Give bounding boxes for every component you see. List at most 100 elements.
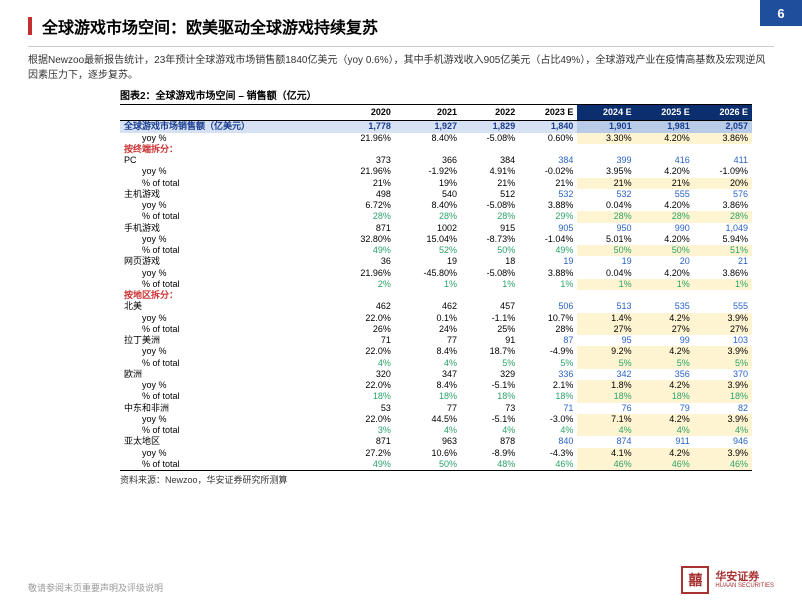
col-year: 2020 xyxy=(333,105,394,121)
table-row: 主机游戏498540512532532555576 xyxy=(120,189,752,200)
cell: 18% xyxy=(694,391,752,402)
cell: 4.20% xyxy=(636,166,694,177)
cell: 950 xyxy=(577,223,635,234)
cell: 535 xyxy=(636,301,694,312)
cell: 19 xyxy=(577,256,635,267)
table-row: % of total2%1%1%1%1%1%1% xyxy=(120,279,752,290)
cell: 4.2% xyxy=(636,380,694,391)
cell: 28% xyxy=(333,211,394,222)
cell: 51% xyxy=(694,245,752,256)
logo-text-cn: 华安证券 xyxy=(715,572,774,583)
cell: 4.2% xyxy=(636,448,694,459)
cell: 5% xyxy=(577,358,635,369)
cell: 71 xyxy=(333,335,394,346)
cell xyxy=(395,290,461,301)
cell: 49% xyxy=(519,245,577,256)
cell: 4% xyxy=(461,425,519,436)
chart-label: 图表2：全球游戏市场空间 – 销售额（亿元） xyxy=(0,87,802,102)
cell: 0.04% xyxy=(577,268,635,279)
cell: -4.3% xyxy=(519,448,577,459)
cell: 49% xyxy=(333,245,394,256)
logo-text-en: HUAAN SECURITIES xyxy=(715,583,774,589)
cell: -4.9% xyxy=(519,346,577,357)
cell: 8.40% xyxy=(395,200,461,211)
table-row: yoy %6.72%8.40%-5.08%3.88%0.04%4.20%3.86… xyxy=(120,200,752,211)
cell: 3.95% xyxy=(577,166,635,177)
col-year: 2024 E xyxy=(577,105,635,121)
cell: 18% xyxy=(395,391,461,402)
cell: 6.72% xyxy=(333,200,394,211)
cell: 99 xyxy=(636,335,694,346)
cell xyxy=(577,290,635,301)
cell: 2.1% xyxy=(519,380,577,391)
cell: 4.20% xyxy=(636,133,694,144)
cell: 21% xyxy=(519,178,577,189)
cell: 4.1% xyxy=(577,448,635,459)
table-row: % of total26%24%25%28%27%27%27% xyxy=(120,324,752,335)
data-table: 2020202120222023 E2024 E2025 E2026 E 全球游… xyxy=(120,104,752,471)
cell: 21.96% xyxy=(333,133,394,144)
cell: 76 xyxy=(577,403,635,414)
cell: 4% xyxy=(333,358,394,369)
cell: 48% xyxy=(461,459,519,471)
table-row: yoy %22.0%8.4%-5.1%2.1%1.8%4.2%3.9% xyxy=(120,380,752,391)
cell: 79 xyxy=(636,403,694,414)
cell: 840 xyxy=(519,436,577,447)
cell: 411 xyxy=(694,155,752,166)
cell: 1,829 xyxy=(461,121,519,133)
cell: 8.4% xyxy=(395,380,461,391)
cell: -3.0% xyxy=(519,414,577,425)
cell: -8.73% xyxy=(461,234,519,245)
cell: 3.86% xyxy=(694,268,752,279)
cell: 28% xyxy=(395,211,461,222)
company-logo: 囍 华安证券 HUAAN SECURITIES xyxy=(681,566,774,594)
row-label: 手机游戏 xyxy=(120,223,333,234)
table-row: yoy %21.96%-1.92%4.91%-0.02%3.95%4.20%-1… xyxy=(120,166,752,177)
table-row: yoy %22.0%8.4%18.7%-4.9%9.2%4.2%3.9% xyxy=(120,346,752,357)
cell: 95 xyxy=(577,335,635,346)
cell: 1002 xyxy=(395,223,461,234)
row-label: yoy % xyxy=(120,414,333,425)
cell xyxy=(694,144,752,155)
cell: 911 xyxy=(636,436,694,447)
row-label: yoy % xyxy=(120,166,333,177)
cell: 18% xyxy=(577,391,635,402)
table-row: PC373366384384399416411 xyxy=(120,155,752,166)
cell: 532 xyxy=(519,189,577,200)
cell xyxy=(461,290,519,301)
cell: 506 xyxy=(519,301,577,312)
cell: 71 xyxy=(519,403,577,414)
cell: 513 xyxy=(577,301,635,312)
cell: 2,057 xyxy=(694,121,752,133)
cell: 3.86% xyxy=(694,133,752,144)
cell: 3.9% xyxy=(694,380,752,391)
row-label: % of total xyxy=(120,391,333,402)
cell: 5% xyxy=(519,358,577,369)
cell xyxy=(461,144,519,155)
cell: -1.92% xyxy=(395,166,461,177)
cell: 1.4% xyxy=(577,313,635,324)
footer-disclaimer: 敬请参阅末页重要声明及评级说明 xyxy=(28,581,163,594)
row-label: 拉丁美洲 xyxy=(120,335,333,346)
cell xyxy=(636,290,694,301)
cell: 1% xyxy=(577,279,635,290)
cell: 5.94% xyxy=(694,234,752,245)
cell: 462 xyxy=(333,301,394,312)
cell: -1.1% xyxy=(461,313,519,324)
cell: 7.1% xyxy=(577,414,635,425)
cell: 27% xyxy=(577,324,635,335)
cell: 1% xyxy=(519,279,577,290)
cell: 46% xyxy=(694,459,752,471)
cell: 3% xyxy=(333,425,394,436)
cell: 32.80% xyxy=(333,234,394,245)
cell: 26% xyxy=(333,324,394,335)
cell: 871 xyxy=(333,436,394,447)
cell: 576 xyxy=(694,189,752,200)
cell: 18% xyxy=(636,391,694,402)
cell: 5% xyxy=(461,358,519,369)
cell: 1,049 xyxy=(694,223,752,234)
cell: 28% xyxy=(577,211,635,222)
cell: 4.2% xyxy=(636,346,694,357)
cell: 27% xyxy=(636,324,694,335)
cell: 4% xyxy=(395,358,461,369)
